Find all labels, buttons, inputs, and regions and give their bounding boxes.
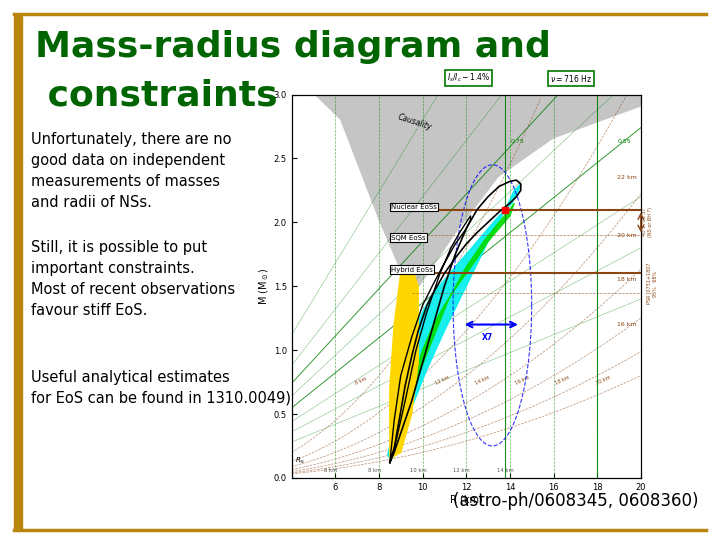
Text: 8 km: 8 km	[354, 376, 367, 386]
Text: 6 km: 6 km	[324, 468, 338, 472]
Text: Mass-radius diagram and: Mass-radius diagram and	[35, 30, 550, 64]
Text: Hybrid EoSs: Hybrid EoSs	[391, 267, 433, 273]
Text: $I_s/I_c - 1.4\%$: $I_s/I_c - 1.4\%$	[446, 72, 490, 84]
Text: 12 km: 12 km	[454, 468, 470, 472]
Text: $R_\infty$: $R_\infty$	[295, 456, 305, 465]
Text: Still, it is possible to put
important constraints.
Most of recent observations
: Still, it is possible to put important c…	[31, 240, 235, 318]
Text: 10 km: 10 km	[410, 468, 426, 472]
Polygon shape	[292, 94, 641, 299]
Text: SQM EoSs: SQM EoSs	[391, 235, 426, 241]
Text: Unfortunately, there are no
good data on independent
measurements of masses
and : Unfortunately, there are no good data on…	[31, 132, 231, 210]
Text: (astro-ph/0608345, 0608360): (astro-ph/0608345, 0608360)	[453, 492, 698, 510]
Text: 0.55: 0.55	[618, 139, 631, 144]
Text: Useful analytical estimates
for EoS can be found in 1310.0049).: Useful analytical estimates for EoS can …	[31, 370, 296, 406]
Text: 22 km: 22 km	[616, 175, 636, 180]
Text: 20 km: 20 km	[595, 375, 611, 386]
Text: 14 km: 14 km	[497, 468, 514, 472]
Polygon shape	[405, 203, 514, 414]
X-axis label: R (km): R (km)	[450, 495, 482, 504]
Text: PSR J0751+1807
95%   68%: PSR J0751+1807 95% 68%	[647, 263, 658, 305]
Y-axis label: M (M$_\odot$): M (M$_\odot$)	[257, 267, 271, 305]
Text: 16 km: 16 km	[515, 375, 531, 386]
Polygon shape	[390, 267, 418, 459]
Text: Causality: Causality	[396, 113, 433, 132]
Text: constraints: constraints	[35, 78, 277, 112]
Text: Nuclear EoSs: Nuclear EoSs	[391, 204, 437, 210]
Polygon shape	[387, 184, 521, 459]
Text: X7: X7	[482, 333, 492, 342]
Polygon shape	[292, 94, 641, 478]
Bar	[14, 14, 22, 530]
Text: 12 km: 12 km	[434, 375, 451, 386]
Text: 4U 1700 37
(NS or BH ?): 4U 1700 37 (NS or BH ?)	[642, 207, 653, 237]
Text: 18 km: 18 km	[617, 278, 636, 282]
Text: 10 km: 10 km	[394, 375, 410, 386]
Text: 14 km: 14 km	[474, 375, 490, 386]
Text: 16 km: 16 km	[617, 322, 636, 327]
Text: $\nu = 716$ Hz: $\nu = 716$ Hz	[550, 73, 592, 84]
Text: 18 km: 18 km	[555, 375, 571, 386]
Text: 8 km: 8 km	[368, 468, 381, 472]
Polygon shape	[292, 94, 412, 478]
Text: 20 km: 20 km	[617, 233, 636, 238]
Text: General
relativity: General relativity	[297, 220, 318, 250]
Text: 0.75: 0.75	[511, 139, 525, 144]
